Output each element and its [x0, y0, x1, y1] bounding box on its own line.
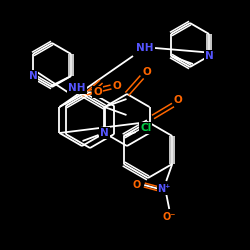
Text: O⁻: O⁻	[162, 212, 176, 222]
Text: Cl: Cl	[140, 123, 151, 133]
Text: NH: NH	[136, 43, 154, 53]
Text: O: O	[112, 81, 122, 91]
Text: O: O	[142, 67, 152, 77]
Text: O: O	[174, 95, 182, 105]
Text: NH: NH	[68, 83, 86, 93]
Text: O: O	[93, 87, 102, 97]
Text: O: O	[132, 180, 140, 190]
Text: N: N	[205, 51, 214, 61]
Text: N: N	[100, 128, 109, 138]
Text: N⁺: N⁺	[158, 184, 171, 194]
Text: N: N	[28, 71, 37, 81]
